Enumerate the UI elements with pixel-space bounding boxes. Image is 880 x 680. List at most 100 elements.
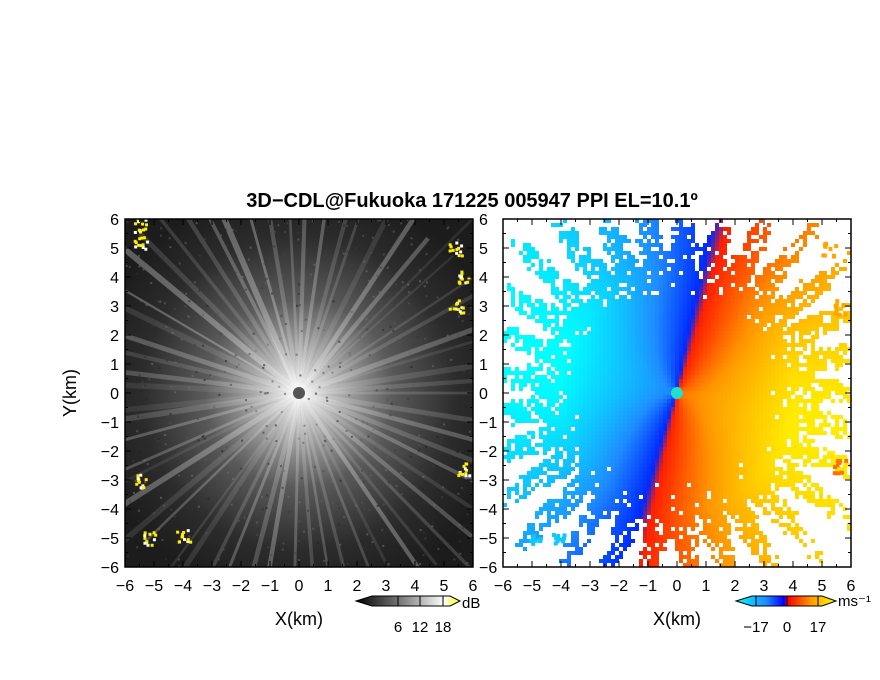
velocity-cell [751, 471, 755, 475]
velocity-cell [755, 479, 759, 483]
velocity-cell [715, 415, 719, 419]
velocity-cell [719, 347, 723, 351]
velocity-cell [823, 419, 827, 423]
velocity-cell [683, 459, 687, 463]
velocity-cell [531, 467, 535, 471]
velocity-cell [643, 267, 647, 271]
reflectivity-speckle [178, 565, 181, 567]
velocity-cell [511, 383, 515, 387]
velocity-cell [643, 483, 647, 487]
reflectivity-speckle [144, 481, 147, 484]
velocity-cell [715, 443, 719, 447]
velocity-cell [643, 247, 647, 251]
velocity-cell [575, 379, 579, 383]
velocity-cell [739, 267, 743, 271]
velocity-cell [759, 323, 763, 327]
velocity-cell [591, 379, 595, 383]
velocity-cell [515, 419, 519, 423]
velocity-cell [611, 227, 615, 231]
velocity-cell [635, 311, 639, 315]
velocity-cell [791, 435, 795, 439]
velocity-cell [663, 479, 667, 483]
velocity-cell [539, 311, 543, 315]
reflectivity-speckle [178, 474, 181, 477]
velocity-cell [687, 447, 691, 451]
velocity-cell [523, 383, 527, 387]
velocity-cell [667, 463, 671, 467]
velocity-cell [791, 367, 795, 371]
velocity-cell [651, 235, 655, 239]
reflectivity-speckle [262, 284, 265, 287]
velocity-cell [631, 399, 635, 403]
velocity-cell [647, 387, 651, 391]
velocity-cell [831, 327, 835, 331]
velocity-cell [655, 463, 659, 467]
cloud-echo-pixel [458, 274, 462, 278]
velocity-cell [707, 311, 711, 315]
velocity-cell [551, 359, 555, 363]
velocity-cell [815, 315, 819, 319]
cloud-echo-pixel [456, 307, 460, 311]
velocity-cell [679, 347, 683, 351]
velocity-cell [627, 443, 631, 447]
velocity-cell [591, 391, 595, 395]
velocity-cell [795, 399, 799, 403]
velocity-cell [567, 243, 571, 247]
velocity-cell [759, 479, 763, 483]
cloud-echo-pixel [460, 277, 464, 281]
reflectivity-speckle [425, 446, 428, 449]
velocity-cell [731, 291, 735, 295]
velocity-cell [619, 423, 623, 427]
reflectivity-speckle [425, 294, 428, 297]
velocity-cell [799, 379, 803, 383]
velocity-cell [603, 331, 607, 335]
velocity-cell [579, 427, 583, 431]
velocity-cell [575, 387, 579, 391]
velocity-cell [587, 255, 591, 259]
velocity-cell [815, 355, 819, 359]
velocity-cell [743, 475, 747, 479]
velocity-cell [835, 319, 839, 323]
velocity-cell [543, 451, 547, 455]
velocity-cell [551, 419, 555, 423]
velocity-cell [803, 371, 807, 375]
velocity-cell [819, 347, 823, 351]
velocity-cell [563, 423, 567, 427]
velocity-cell [683, 267, 687, 271]
reflectivity-speckle [156, 300, 159, 303]
velocity-cell [663, 387, 667, 391]
velocity-cell [739, 315, 743, 319]
velocity-cell [511, 455, 515, 459]
velocity-cell [747, 407, 751, 411]
velocity-cell [691, 483, 695, 487]
velocity-cell [667, 343, 671, 347]
velocity-cell [711, 335, 715, 339]
velocity-cell [835, 351, 839, 355]
reflectivity-speckle [433, 504, 436, 507]
velocity-cell [679, 383, 683, 387]
velocity-cell [603, 247, 607, 251]
velocity-cell [735, 471, 739, 475]
velocity-cell [535, 403, 539, 407]
reflectivity-speckle [423, 502, 426, 505]
velocity-cell [635, 387, 639, 391]
velocity-cell [839, 343, 843, 347]
velocity-cell [543, 311, 547, 315]
velocity-cell [807, 223, 811, 227]
velocity-cell [567, 463, 571, 467]
velocity-cell [787, 415, 791, 419]
velocity-cell [703, 327, 707, 331]
velocity-cell [743, 399, 747, 403]
velocity-cell [691, 307, 695, 311]
reflectivity-beam [298, 219, 473, 394]
velocity-cell [791, 387, 795, 391]
velocity-cell [795, 375, 799, 379]
reflectivity-beam [297, 392, 346, 567]
velocity-cell [531, 371, 535, 375]
velocity-cell [639, 463, 643, 467]
velocity-cell [559, 423, 563, 427]
velocity-cell [699, 367, 703, 371]
velocity-cell [835, 379, 839, 383]
velocity-cell [787, 479, 791, 483]
velocity-cell [751, 403, 755, 407]
